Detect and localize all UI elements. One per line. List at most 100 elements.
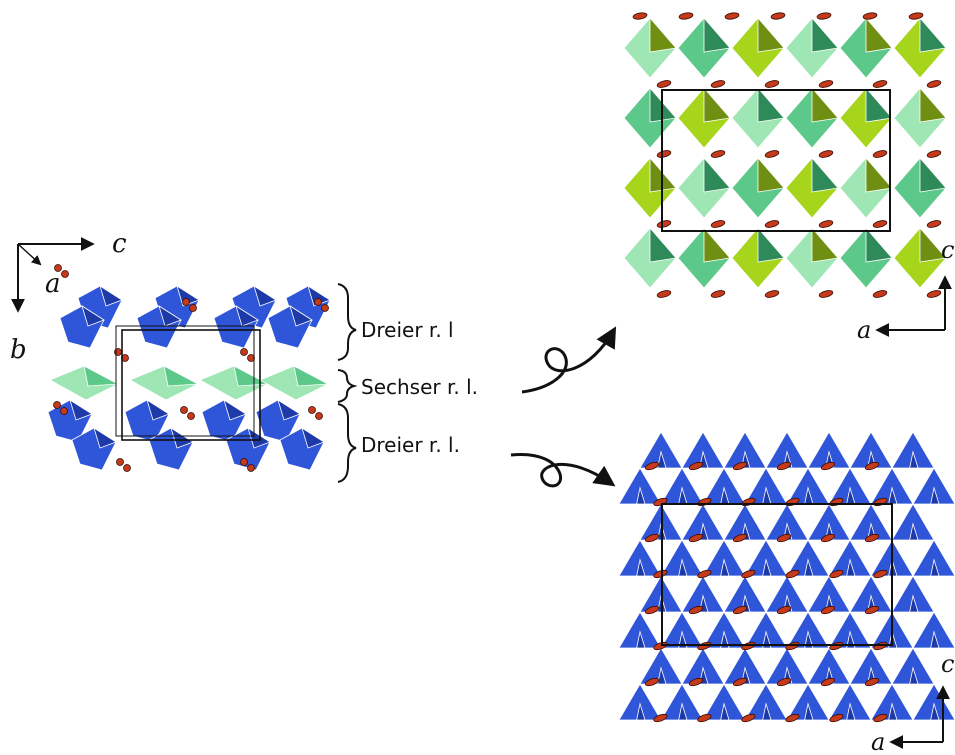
tetrahedron-face bbox=[865, 86, 893, 123]
dreier-view-unit-cell bbox=[661, 503, 893, 646]
tetrahedron-shade bbox=[636, 630, 646, 649]
tetrahedron-shade bbox=[846, 558, 856, 577]
tetrahedron-shade bbox=[678, 702, 688, 721]
cation-atom bbox=[764, 150, 780, 158]
tetrahedron-shade bbox=[762, 702, 772, 721]
tetrahedron-face bbox=[307, 285, 331, 307]
tetrahedron-shade bbox=[636, 702, 646, 721]
layer-label-sechser: Sechser r. l. bbox=[361, 375, 478, 399]
sechser-view-cations bbox=[632, 12, 942, 298]
cation-atom bbox=[697, 569, 712, 579]
left-axis-triad: c b a bbox=[10, 229, 127, 365]
tetrahedron-shade bbox=[720, 558, 730, 577]
tetrahedron-face bbox=[811, 16, 839, 53]
cation-atom bbox=[247, 464, 255, 472]
tetrahedron-shade bbox=[804, 558, 814, 577]
cation-atom bbox=[688, 677, 704, 687]
cation-atom bbox=[764, 290, 780, 298]
cation-atom bbox=[710, 220, 726, 228]
cation-atom bbox=[872, 150, 888, 158]
cation-atom bbox=[926, 220, 942, 228]
cation-atom bbox=[710, 290, 726, 298]
tetrahedron-face bbox=[83, 365, 120, 387]
cation-atom bbox=[697, 713, 712, 723]
left-cations bbox=[53, 264, 329, 472]
cation-atom bbox=[710, 150, 726, 158]
tetrahedron-face bbox=[253, 285, 277, 307]
tetrahedron-shade bbox=[678, 558, 688, 577]
layer-label-dreier-top: Dreier r. l bbox=[361, 318, 454, 342]
left-unit-cell bbox=[121, 329, 261, 441]
cation-atom bbox=[60, 407, 68, 415]
sechser-layer-view bbox=[623, 12, 947, 298]
tetrahedron-shade bbox=[678, 630, 688, 649]
tetrahedron-face bbox=[703, 156, 731, 193]
tetrahedron-face bbox=[757, 156, 785, 193]
dreier-layer-polyhedra bbox=[47, 285, 331, 471]
cation-atom bbox=[873, 713, 888, 723]
tetrahedron-shade bbox=[804, 630, 814, 649]
top-right-axis-triad: c a bbox=[857, 236, 954, 344]
cation-atom bbox=[180, 406, 188, 414]
tetrahedron-shade bbox=[930, 486, 940, 505]
tetrahedron-face bbox=[649, 226, 677, 263]
dreier-layer-view bbox=[618, 431, 955, 723]
tetrahedron-face bbox=[919, 86, 947, 123]
tetrahedron-face bbox=[233, 365, 270, 387]
tetrahedron-face bbox=[703, 16, 731, 53]
cation-atom bbox=[644, 461, 660, 471]
tetrahedron-shade bbox=[846, 702, 856, 721]
cation-atom bbox=[732, 461, 748, 471]
axis-label-c-left: c bbox=[112, 229, 127, 259]
cation-atom bbox=[321, 304, 329, 312]
cation-atom bbox=[820, 677, 836, 687]
tetrahedron-face bbox=[757, 16, 785, 53]
cation-atom bbox=[189, 304, 197, 312]
tetrahedron-shade bbox=[720, 630, 730, 649]
tetrahedron-shade bbox=[762, 630, 772, 649]
tetrahedron-face bbox=[649, 16, 677, 53]
axis-label-c-bottom-right: c bbox=[941, 650, 954, 678]
cation-atom bbox=[770, 12, 786, 20]
cation-atom bbox=[187, 412, 195, 420]
tetrahedron-face bbox=[146, 399, 170, 421]
cation-atom bbox=[829, 569, 844, 579]
axis-label-b-left: b bbox=[10, 335, 27, 365]
tetrahedron-face bbox=[81, 305, 105, 327]
cation-atom bbox=[61, 270, 69, 278]
cation-atom bbox=[688, 461, 704, 471]
tetrahedron-face bbox=[163, 365, 200, 387]
axis-label-a-bottom-right: a bbox=[871, 728, 885, 755]
cation-atom bbox=[741, 713, 756, 723]
cation-atom bbox=[829, 713, 844, 723]
tetrahedron-face bbox=[69, 399, 93, 421]
cation-atom bbox=[818, 290, 834, 298]
cation-atom bbox=[776, 461, 792, 471]
cation-atom bbox=[864, 605, 880, 615]
cation-atom bbox=[688, 605, 704, 615]
curly-arrows bbox=[510, 326, 617, 488]
sechser-view-unit-cell bbox=[661, 89, 891, 232]
cation-atom bbox=[926, 80, 942, 88]
brace-dreier-top bbox=[337, 283, 357, 361]
cation-atom bbox=[315, 412, 323, 420]
cation-atom bbox=[741, 569, 756, 579]
cation-atom bbox=[785, 569, 800, 579]
cation-atom bbox=[764, 220, 780, 228]
cation-atom bbox=[872, 220, 888, 228]
cation-atom bbox=[820, 605, 836, 615]
tetrahedron-shade bbox=[636, 558, 646, 577]
cation-atom bbox=[710, 80, 726, 88]
cation-atom bbox=[785, 713, 800, 723]
cation-atom bbox=[644, 605, 660, 615]
cation-atom bbox=[776, 605, 792, 615]
cation-atom bbox=[54, 264, 62, 272]
tetrahedron-face bbox=[158, 305, 182, 327]
cation-atom bbox=[820, 461, 836, 471]
tetrahedron-shade bbox=[720, 702, 730, 721]
tetrahedron-face bbox=[170, 427, 194, 449]
tetrahedron-shade bbox=[657, 450, 667, 469]
cation-atom bbox=[732, 605, 748, 615]
cation-atom bbox=[724, 12, 740, 20]
